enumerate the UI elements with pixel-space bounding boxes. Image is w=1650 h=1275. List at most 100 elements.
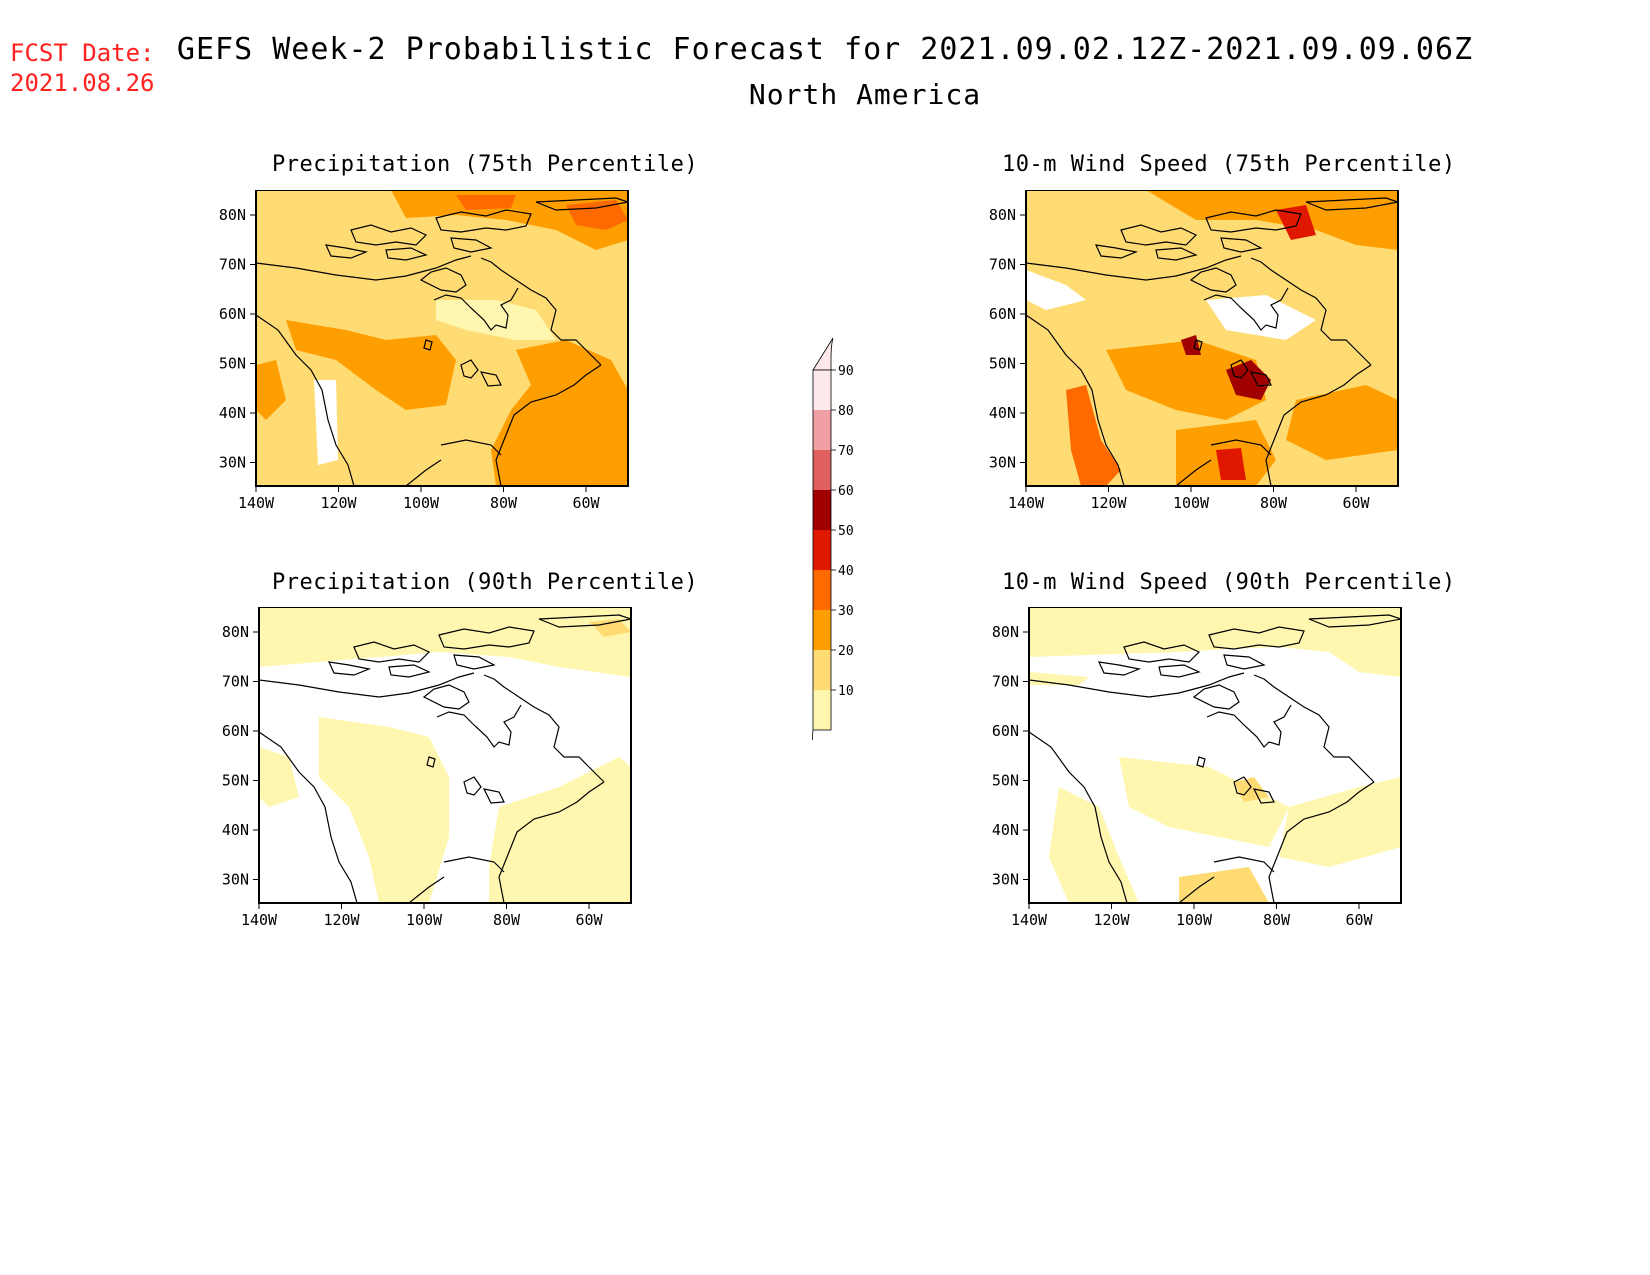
lon-tick-label: 100W	[406, 911, 443, 929]
colorbar-level-label: 50	[838, 524, 854, 539]
lon-tick-label: 100W	[403, 494, 440, 512]
lat-tick-label: 70N	[992, 673, 1019, 691]
probability-field	[256, 190, 628, 486]
region-subtitle: North America	[748, 78, 982, 111]
lon-tick-label: 120W	[1093, 911, 1130, 929]
lat-tick-label: 80N	[222, 623, 249, 641]
map-precip-75: 80N 70N 60N 50N 40N 30N 140W 120W 100W 80W 60W	[196, 190, 638, 526]
lat-tick-label: 50N	[219, 355, 246, 373]
great-lakes	[1196, 756, 1275, 804]
lat-tick-label: 50N	[992, 772, 1019, 790]
coastline	[259, 672, 605, 903]
probability-field	[1026, 190, 1398, 486]
forecast-date-label: FCST Date:	[10, 39, 155, 67]
lon-tick-label: 100W	[1176, 911, 1213, 929]
colorbar-level-label: 90	[838, 364, 854, 379]
lat-tick-label: 50N	[989, 355, 1016, 373]
lon-tick-label: 140W	[238, 494, 275, 512]
colorbar-top-arrow	[812, 337, 834, 371]
lon-tick-label: 60W	[575, 911, 603, 929]
map-precip-90: 80N 70N 60N 50N 40N 30N 140W 120W 100W 80W 60W	[199, 607, 641, 943]
lat-tick-label: 30N	[222, 871, 249, 889]
great-lakes	[426, 756, 505, 804]
lon-tick-label: 140W	[1011, 911, 1048, 929]
lat-tick-label: 80N	[219, 206, 246, 224]
coastline	[1029, 672, 1375, 903]
map-frame	[1025, 190, 1399, 487]
probability-field	[259, 607, 631, 903]
arctic-islands	[324, 197, 628, 261]
lat-tick-label: 80N	[992, 623, 1019, 641]
lon-tick-label: 60W	[1345, 911, 1373, 929]
colorbar-swatch	[813, 370, 831, 410]
coastline	[1026, 255, 1372, 486]
panel-title-precip-90: Precipitation (90th Percentile)	[272, 570, 699, 595]
probability-field	[1029, 607, 1401, 903]
colorbar-swatch	[813, 490, 831, 530]
colorbar-swatch	[813, 570, 831, 610]
panel-title-wind-90: 10-m Wind Speed (90th Percentile)	[1002, 570, 1456, 595]
lat-tick-label: 60N	[222, 722, 249, 740]
lat-tick-label: 40N	[219, 404, 246, 422]
panel-title-precip-75: Precipitation (75th Percentile)	[272, 152, 699, 177]
map-plot: 80N 70N 60N 50N 40N 30N 140W 120W 100W 80W 60W	[989, 190, 1399, 512]
lon-tick-label: 60W	[572, 494, 600, 512]
lat-tick-label: 80N	[989, 206, 1016, 224]
great-lakes	[1193, 339, 1272, 387]
lat-tick-label: 70N	[222, 673, 249, 691]
lon-tick-label: 140W	[1008, 494, 1045, 512]
lat-tick-label: 60N	[219, 305, 246, 323]
lat-tick-label: 60N	[992, 722, 1019, 740]
colorbar-swatch	[813, 530, 831, 570]
lon-tick-label: 120W	[320, 494, 357, 512]
lon-tick-label: 80W	[490, 494, 518, 512]
forecast-date: FCST Date: 2021.08.26	[10, 38, 155, 98]
map-frame	[258, 607, 632, 904]
map-plot: 80N 70N 60N 50N 40N 30N 140W 120W 100W 80W 60W	[992, 607, 1402, 929]
lat-tick-label: 40N	[222, 821, 249, 839]
main-title: GEFS Week-2 Probabilistic Forecast for 2…	[176, 32, 1474, 67]
lat-tick-label: 40N	[989, 404, 1016, 422]
colorbar-level-label: 10	[838, 684, 854, 699]
map-frame	[255, 190, 629, 487]
lon-tick-label: 80W	[1263, 911, 1291, 929]
coastline	[256, 255, 602, 486]
colorbar-level-label: 70	[838, 444, 854, 459]
colorbar-swatch	[813, 650, 831, 690]
colorbar-swatch	[813, 410, 831, 450]
forecast-date-value: 2021.08.26	[10, 69, 155, 97]
lat-tick-label: 40N	[992, 821, 1019, 839]
lat-tick-label: 50N	[222, 772, 249, 790]
lon-tick-label: 100W	[1173, 494, 1210, 512]
lat-tick-label: 30N	[219, 454, 246, 472]
lon-tick-label: 120W	[323, 911, 360, 929]
colorbar-level-label: 20	[838, 644, 854, 659]
colorbar-swatch	[813, 450, 831, 490]
panel-title-wind-75: 10-m Wind Speed (75th Percentile)	[1002, 152, 1456, 177]
colorbar-graphic: 90 80 70 60 50 40 30 20 10	[811, 337, 854, 769]
colorbar-level-label: 40	[838, 564, 854, 579]
lat-tick-label: 30N	[989, 454, 1016, 472]
colorbar-bottom-arrow	[811, 729, 816, 769]
map-plot: 80N 70N 60N 50N 40N 30N 140W 120W 100W 80W 60W	[219, 190, 629, 512]
arctic-islands	[1094, 197, 1398, 261]
great-lakes	[423, 339, 502, 387]
lon-tick-label: 120W	[1090, 494, 1127, 512]
arctic-islands	[1097, 614, 1401, 678]
lat-tick-label: 30N	[992, 871, 1019, 889]
lon-tick-label: 60W	[1342, 494, 1370, 512]
colorbar-level-label: 30	[838, 604, 854, 619]
map-wind-75: 80N 70N 60N 50N 40N 30N 140W 120W 100W 80W 60W	[966, 190, 1408, 526]
arctic-islands	[327, 614, 631, 678]
colorbar-level-label: 60	[838, 484, 854, 499]
map-wind-90: 80N 70N 60N 50N 40N 30N 140W 120W 100W 80W 60W	[969, 607, 1411, 943]
map-frame	[1028, 607, 1402, 904]
lat-tick-label: 70N	[219, 256, 246, 274]
map-plot: 80N 70N 60N 50N 40N 30N 140W 120W 100W 80W 60W	[222, 607, 632, 929]
lon-tick-label: 80W	[1260, 494, 1288, 512]
lat-tick-label: 60N	[989, 305, 1016, 323]
colorbar-swatch	[813, 690, 831, 730]
lon-tick-label: 140W	[241, 911, 278, 929]
lon-tick-label: 80W	[493, 911, 521, 929]
colorbar-level-label: 80	[838, 404, 854, 419]
